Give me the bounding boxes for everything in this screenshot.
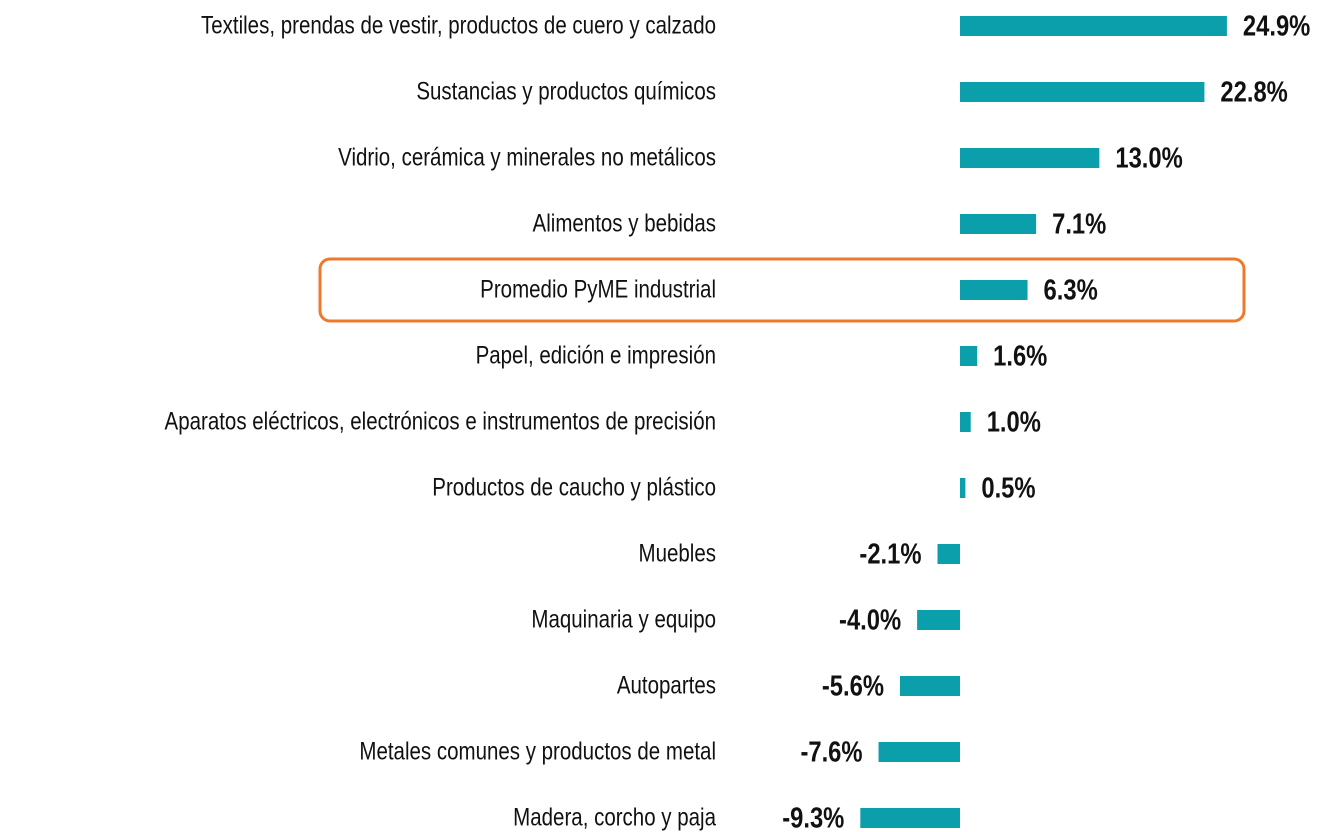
value-label: -7.6% — [800, 735, 862, 768]
value-label: 13.0% — [1115, 141, 1182, 174]
value-label: 24.9% — [1243, 9, 1310, 42]
value-label: -2.1% — [859, 537, 921, 570]
bar — [878, 742, 960, 762]
bar — [937, 544, 960, 564]
bar — [960, 148, 1100, 168]
value-label: 22.8% — [1220, 75, 1287, 108]
bar — [960, 478, 966, 498]
category-label: Muebles — [639, 539, 716, 567]
category-label: Maquinaria y equipo — [531, 605, 716, 633]
category-label: Vidrio, cerámica y minerales no metálico… — [338, 143, 716, 171]
category-label: Alimentos y bebidas — [533, 209, 716, 237]
category-label: Madera, corcho y paja — [513, 803, 716, 831]
bar — [960, 82, 1205, 102]
value-label: -5.6% — [822, 669, 884, 702]
category-label: Aparatos eléctricos, electrónicos e inst… — [165, 407, 716, 435]
highlight-box — [318, 257, 1246, 323]
category-label: Metales comunes y productos de metal — [359, 737, 716, 765]
bar — [899, 676, 960, 696]
value-label: -9.3% — [782, 801, 844, 832]
bar — [860, 808, 960, 828]
bar — [960, 412, 971, 432]
value-label: -4.0% — [839, 603, 901, 636]
category-label: Promedio PyME industrial — [480, 275, 716, 303]
value-label: 1.0% — [987, 405, 1041, 438]
bar — [960, 280, 1028, 300]
value-label: 6.3% — [1044, 273, 1098, 306]
category-label: Papel, edición e impresión — [476, 341, 716, 369]
bar — [917, 610, 960, 630]
value-label: 1.6% — [993, 339, 1047, 372]
category-label: Productos de caucho y plástico — [432, 473, 716, 501]
value-label: 0.5% — [981, 471, 1035, 504]
value-label: 7.1% — [1052, 207, 1106, 240]
category-label: Textiles, prendas de vestir, productos d… — [201, 11, 716, 39]
bar — [960, 214, 1037, 234]
bar — [960, 16, 1227, 36]
bar — [960, 346, 978, 366]
category-label: Autopartes — [617, 671, 716, 699]
category-label: Sustancias y productos químicos — [416, 77, 716, 105]
